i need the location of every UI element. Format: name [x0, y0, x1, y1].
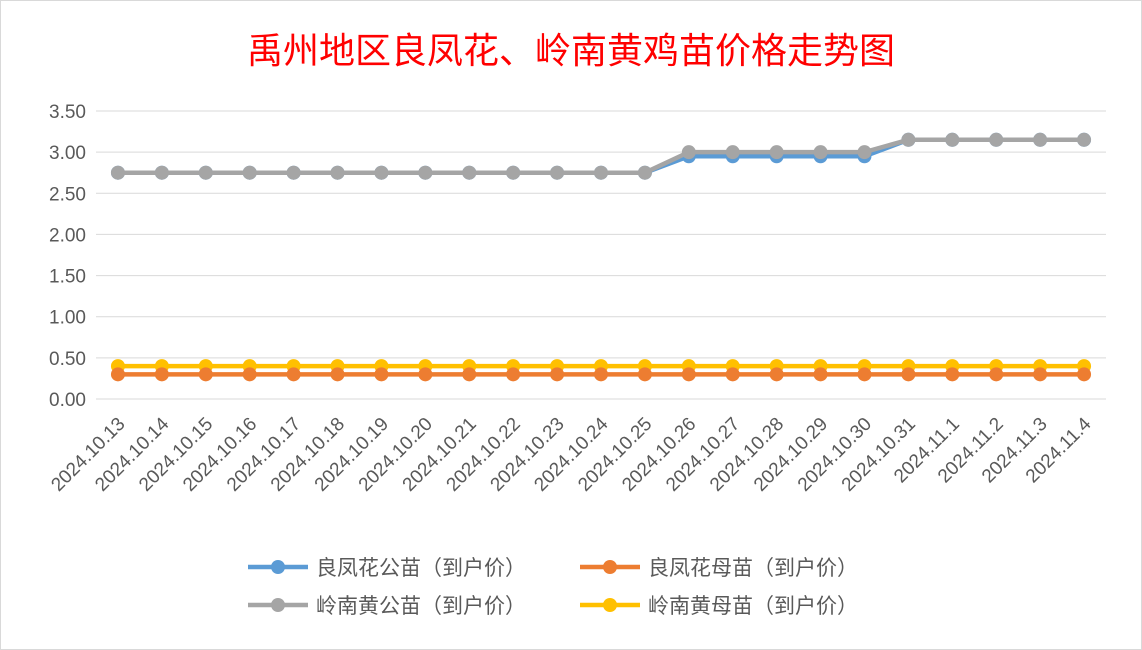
y-tick-label: 1.50 — [49, 267, 86, 288]
data-point — [594, 367, 608, 382]
data-point — [374, 367, 389, 382]
data-point — [550, 165, 565, 180]
data-point — [330, 367, 345, 382]
legend-label: 岭南黄公苗（到户价） — [316, 594, 526, 618]
legend: 良凤花公苗（到户价） 良凤花母苗（到户价） 岭南黄公苗（到户价） 岭南黄母苗（到户价） — [248, 556, 858, 618]
data-point — [769, 367, 784, 382]
data-point — [1077, 132, 1092, 147]
data-point — [637, 367, 652, 382]
legend-item-1: 良凤花母苗（到户价） — [580, 556, 858, 580]
y-tick-label: 2.00 — [49, 225, 86, 246]
data-point — [989, 132, 1004, 147]
data-point — [813, 367, 828, 382]
data-point — [681, 367, 696, 382]
y-axis-ticks: 0.00 0.50 1.00 1.50 2.00 2.50 3.00 3.50 — [49, 102, 86, 411]
data-point — [945, 367, 960, 382]
data-point — [725, 145, 740, 160]
data-point — [154, 367, 169, 382]
legend-item-3: 岭南黄母苗（到户价） — [580, 594, 858, 618]
y-tick-label: 1.00 — [49, 308, 86, 329]
data-point — [506, 367, 521, 382]
data-point — [198, 367, 213, 382]
data-point — [1033, 367, 1048, 382]
data-point — [813, 145, 828, 160]
legend-label: 良凤花母苗（到户价） — [648, 556, 858, 580]
data-point — [506, 165, 521, 180]
data-point — [286, 367, 301, 382]
data-point — [330, 165, 345, 180]
data-point — [989, 367, 1004, 382]
legend-swatch-marker — [271, 560, 285, 574]
legend-label: 良凤花公苗（到户价） — [316, 556, 526, 580]
y-tick-label: 0.00 — [49, 390, 86, 411]
data-point — [462, 165, 477, 180]
data-point — [901, 132, 916, 147]
data-point — [374, 165, 389, 180]
series-lines — [110, 132, 1092, 382]
data-point — [594, 165, 608, 180]
data-point — [286, 165, 301, 180]
series-2 — [110, 132, 1092, 180]
data-point — [154, 165, 169, 180]
legend-item-2: 岭南黄公苗（到户价） — [248, 594, 526, 618]
data-point — [110, 367, 125, 382]
data-point — [418, 367, 433, 382]
data-point — [1033, 132, 1048, 147]
data-point — [242, 165, 257, 180]
y-tick-label: 2.50 — [49, 184, 86, 205]
data-point — [550, 367, 565, 382]
data-point — [857, 145, 872, 160]
data-point — [1077, 367, 1092, 382]
data-point — [637, 165, 652, 180]
y-tick-label: 3.00 — [49, 143, 86, 164]
data-point — [901, 367, 916, 382]
data-point — [945, 132, 960, 147]
data-point — [242, 367, 257, 382]
data-point — [198, 165, 213, 180]
grid-lines — [96, 110, 1106, 400]
chart-title: 禹州地区良凤花、岭南黄鸡苗价格走势图 — [246, 31, 895, 72]
y-tick-label: 3.50 — [49, 102, 86, 123]
data-point — [418, 165, 433, 180]
data-point — [462, 367, 477, 382]
data-point — [769, 145, 784, 160]
y-tick-label: 0.50 — [49, 349, 86, 370]
series-1 — [110, 367, 1092, 382]
legend-swatch-marker — [603, 598, 617, 612]
data-point — [725, 367, 740, 382]
legend-swatch-marker — [603, 560, 617, 574]
data-point — [110, 165, 125, 180]
x-axis-ticks: 2024.10.132024.10.142024.10.152024.10.16… — [47, 413, 1095, 495]
data-point — [681, 145, 696, 160]
legend-item-0: 良凤花公苗（到户价） — [248, 556, 526, 580]
data-point — [857, 367, 872, 382]
legend-label: 岭南黄母苗（到户价） — [648, 594, 858, 618]
legend-swatch-marker — [271, 598, 285, 612]
